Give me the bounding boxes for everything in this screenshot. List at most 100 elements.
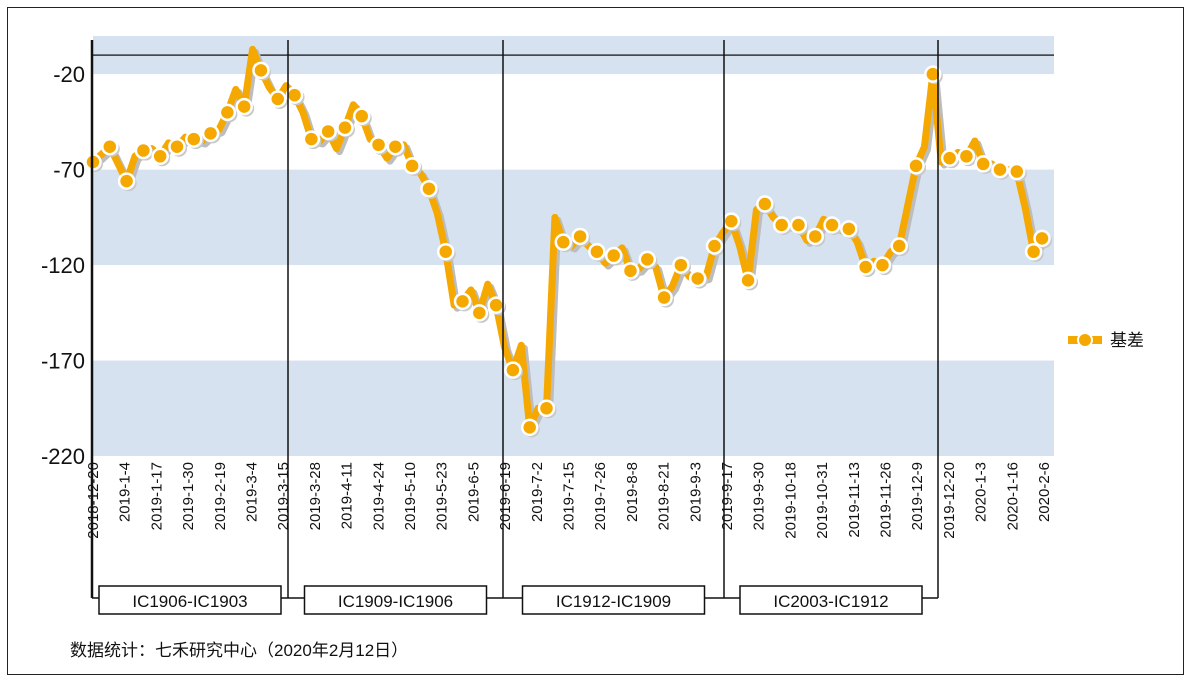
series-point xyxy=(672,256,690,274)
contract-labels: IC1906-IC1903 IC1909-IC1906 IC1912-IC1909 I… xyxy=(92,585,938,615)
series-point xyxy=(420,179,438,198)
series-point xyxy=(621,262,640,280)
series-point xyxy=(235,97,253,116)
x-tick-label: 2019-6-5 xyxy=(465,462,482,522)
contract-label: IC1909-IC1906 xyxy=(338,592,453,611)
y-tick-label: -220 xyxy=(41,444,85,469)
y-tick-label: -20 xyxy=(53,62,85,87)
x-tick-label: 2019-9-3 xyxy=(687,462,704,522)
series-point xyxy=(218,103,237,122)
series-point xyxy=(974,155,992,173)
series-point xyxy=(319,122,337,141)
series-point xyxy=(772,216,791,234)
series-point xyxy=(823,216,841,234)
series-point xyxy=(756,195,774,213)
series-point xyxy=(537,399,556,418)
series-point xyxy=(722,212,741,230)
series-point xyxy=(168,137,186,156)
x-tick-label: 2019-1-17 xyxy=(148,462,165,530)
series-point xyxy=(520,418,539,437)
x-tick-label: 2019-9-17 xyxy=(719,462,736,530)
y-axis: -20 -70 -120 -170 -220 xyxy=(41,62,85,469)
series-point xyxy=(991,160,1009,179)
series-point xyxy=(924,65,942,83)
series-point xyxy=(101,137,119,156)
y-tick-label: -70 xyxy=(53,158,85,183)
x-tick-label: 2019-3-15 xyxy=(275,462,292,530)
contract-label: IC2003-IC1912 xyxy=(773,592,888,611)
series-point xyxy=(302,130,321,148)
y-tick-label: -120 xyxy=(41,253,85,278)
contract-label: IC1906-IC1903 xyxy=(132,592,247,611)
series-point xyxy=(252,61,270,80)
x-tick-label: 2020-1-3 xyxy=(973,462,990,522)
legend-marker-swatch xyxy=(1077,332,1093,348)
x-tick-label: 2019-2-19 xyxy=(212,462,229,530)
series-point xyxy=(470,304,489,322)
series-point xyxy=(957,147,976,166)
contract-label-box xyxy=(739,585,923,615)
contract-label-box xyxy=(98,585,282,615)
x-tick-label: 2019-8-8 xyxy=(624,462,641,522)
series-point xyxy=(604,246,623,265)
series-point xyxy=(504,361,522,379)
series-point xyxy=(840,220,858,238)
series-point xyxy=(453,292,472,311)
series-group xyxy=(84,45,1052,438)
plot-band xyxy=(93,360,1054,456)
x-tick-label: 2019-11-26 xyxy=(878,462,895,538)
x-tick-label: 2018-12-20 xyxy=(85,462,102,539)
series-point xyxy=(571,227,589,246)
series-point xyxy=(739,271,757,290)
series-point xyxy=(269,90,287,108)
x-tick-label: 2019-1-4 xyxy=(117,462,134,522)
series-point xyxy=(1024,242,1043,261)
series-point xyxy=(554,233,573,251)
series-point xyxy=(907,157,925,175)
series-point xyxy=(185,130,203,148)
series-point xyxy=(940,149,959,167)
series-point xyxy=(352,107,371,125)
x-tick-label: 2020-1-16 xyxy=(1004,462,1021,530)
source-note: 数据统计：七禾研究中心（2020年2月12日） xyxy=(70,641,408,660)
chart-frame: -20 -70 -120 -170 -220 2018-12-20 2019-1-4 201… xyxy=(7,7,1184,675)
series-point xyxy=(655,288,673,307)
contract-label-box xyxy=(303,585,488,615)
contract-dividers xyxy=(90,40,939,598)
series-point xyxy=(336,118,354,137)
series-point xyxy=(201,124,220,143)
series-point xyxy=(873,256,892,274)
x-tick-label: 2019-7-2 xyxy=(529,462,546,522)
series-point xyxy=(369,136,388,154)
x-tick-label: 2019-3-4 xyxy=(244,462,261,522)
x-tick-label: 2019-4-24 xyxy=(370,462,387,530)
legend-label-basis: 基差 xyxy=(1110,331,1144,350)
series-point xyxy=(151,147,169,166)
series-point xyxy=(1008,162,1026,181)
series-point xyxy=(890,237,908,255)
x-tick-label: 2019-8-21 xyxy=(656,462,673,530)
plot-bands xyxy=(93,36,1054,456)
x-tick-label: 2019-3-28 xyxy=(307,462,324,530)
series-point xyxy=(688,269,707,288)
x-tick-label: 2019-12-20 xyxy=(941,462,958,539)
x-tick-label: 2019-12-9 xyxy=(909,462,926,530)
basis-chart: -20-70-120-170-220 2018-12-20 2019-1-4 201… xyxy=(41,36,1144,660)
contract-label: IC1912-IC1909 xyxy=(556,592,671,611)
x-tick-label: 2019-4-11 xyxy=(339,462,356,529)
series-point xyxy=(117,172,136,190)
series-point xyxy=(1033,229,1051,248)
series-point xyxy=(638,250,657,269)
x-tick-label: 2019-1-30 xyxy=(180,462,197,530)
series-point xyxy=(856,258,875,276)
contract-label-box xyxy=(521,585,706,615)
legend: 基差 xyxy=(1068,331,1144,350)
x-tick-label: 2020-2-6 xyxy=(1036,462,1053,522)
x-tick-label: 2019-7-15 xyxy=(561,462,578,530)
series-point xyxy=(134,141,153,160)
x-tick-label: 2019-10-31 xyxy=(814,462,831,539)
x-tick-label: 2019-11-13 xyxy=(846,462,863,538)
series-point xyxy=(487,296,505,314)
series-point xyxy=(806,227,824,246)
x-axis: 2018-12-20 2019-1-4 2019-1-17 2019-1-30 2019… xyxy=(85,462,1053,539)
